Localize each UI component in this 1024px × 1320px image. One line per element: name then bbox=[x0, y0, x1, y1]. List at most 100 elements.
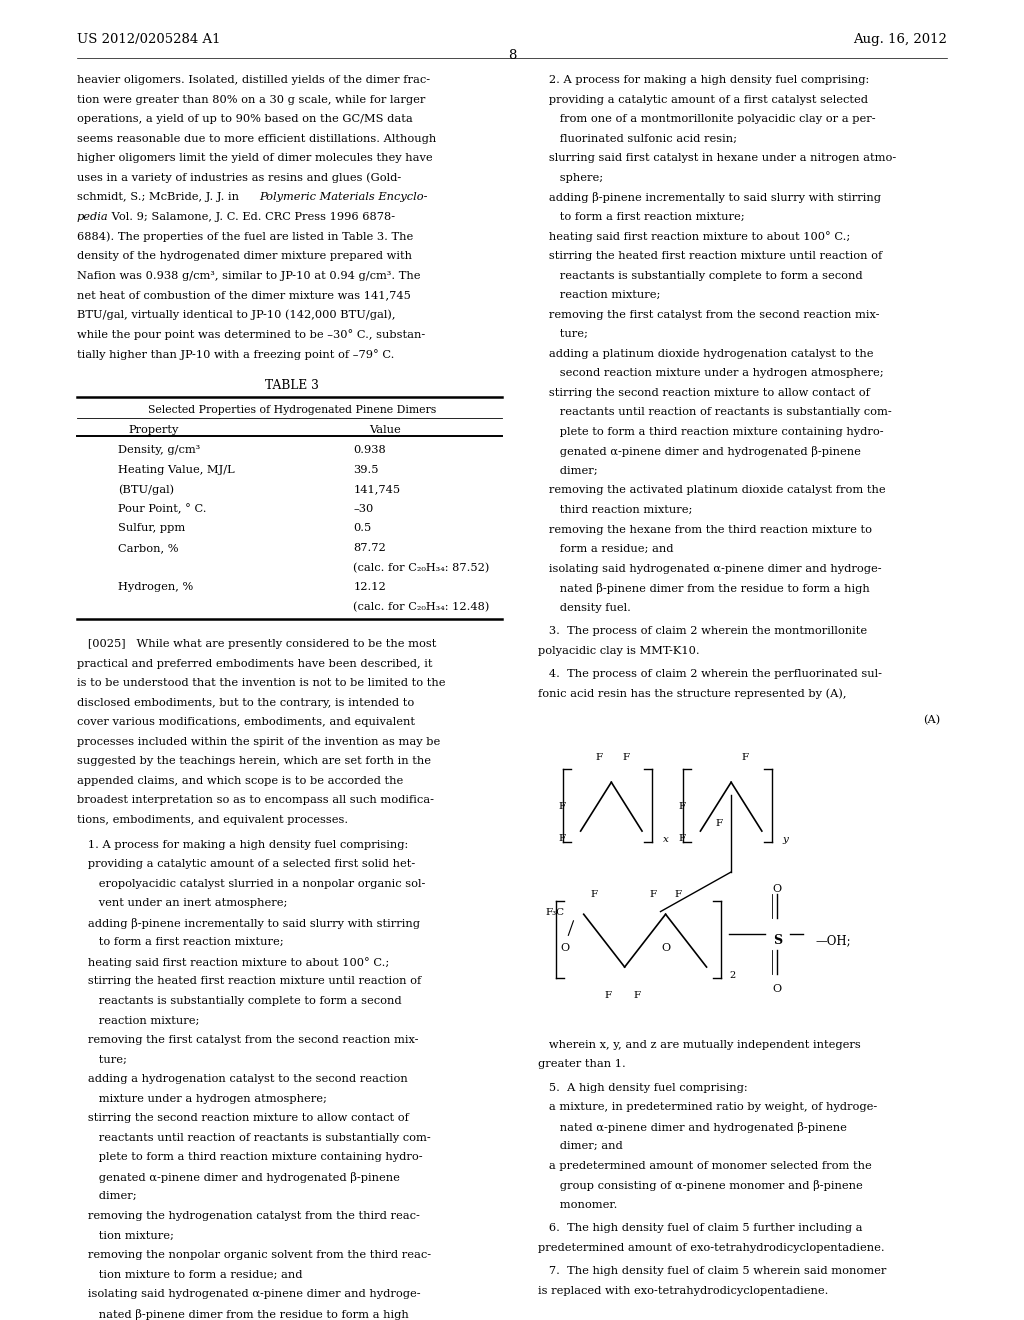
Text: higher oligomers limit the yield of dimer molecules they have: higher oligomers limit the yield of dime… bbox=[77, 153, 432, 164]
Text: to form a first reaction mixture;: to form a first reaction mixture; bbox=[77, 937, 284, 948]
Text: removing the first catalyst from the second reaction mix-: removing the first catalyst from the sec… bbox=[538, 310, 879, 319]
Text: suggested by the teachings herein, which are set forth in the: suggested by the teachings herein, which… bbox=[77, 756, 431, 767]
Text: Carbon, %: Carbon, % bbox=[118, 543, 178, 553]
Text: practical and preferred embodiments have been described, it: practical and preferred embodiments have… bbox=[77, 659, 432, 669]
Text: F: F bbox=[742, 754, 749, 762]
Text: reaction mixture;: reaction mixture; bbox=[77, 1015, 200, 1026]
Text: y: y bbox=[782, 836, 788, 843]
Text: reaction mixture;: reaction mixture; bbox=[538, 290, 660, 300]
Text: Sulfur, ppm: Sulfur, ppm bbox=[118, 524, 185, 533]
Text: F: F bbox=[716, 820, 722, 828]
Text: eropolyacidic catalyst slurried in a nonpolar organic sol-: eropolyacidic catalyst slurried in a non… bbox=[77, 879, 425, 888]
Text: stirring the second reaction mixture to allow contact of: stirring the second reaction mixture to … bbox=[77, 1113, 409, 1123]
Text: dimer;: dimer; bbox=[77, 1192, 136, 1201]
Text: ture;: ture; bbox=[77, 1055, 127, 1065]
Text: Vol. 9; Salamone, J. C. Ed. CRC Press 1996 6878-: Vol. 9; Salamone, J. C. Ed. CRC Press 19… bbox=[108, 213, 394, 222]
Text: heating said first reaction mixture to about 100° C.;: heating said first reaction mixture to a… bbox=[77, 957, 389, 968]
Text: 39.5: 39.5 bbox=[353, 465, 379, 475]
Text: O: O bbox=[773, 985, 781, 994]
Text: is replaced with exo-tetrahydrodicyclopentadiene.: is replaced with exo-tetrahydrodicyclope… bbox=[538, 1286, 828, 1296]
Text: Polymeric Materials Encyclo-: Polymeric Materials Encyclo- bbox=[259, 193, 428, 202]
Text: BTU/gal, virtually identical to JP-10 (142,000 BTU/gal),: BTU/gal, virtually identical to JP-10 (1… bbox=[77, 310, 395, 321]
Text: while the pour point was determined to be –30° C., substan-: while the pour point was determined to b… bbox=[77, 329, 425, 341]
Text: adding β-pinene incrementally to said slurry with stirring: adding β-pinene incrementally to said sl… bbox=[538, 193, 881, 203]
Text: heating said first reaction mixture to about 100° C.;: heating said first reaction mixture to a… bbox=[538, 231, 850, 243]
Text: dimer; and: dimer; and bbox=[538, 1142, 623, 1151]
Text: 6.  The high density fuel of claim 5 further including a: 6. The high density fuel of claim 5 furt… bbox=[538, 1224, 862, 1233]
Text: seems reasonable due to more efficient distillations. Although: seems reasonable due to more efficient d… bbox=[77, 133, 436, 144]
Text: schmidt, S.; McBride, J. J. in: schmidt, S.; McBride, J. J. in bbox=[77, 193, 243, 202]
Text: stirring the second reaction mixture to allow contact of: stirring the second reaction mixture to … bbox=[538, 388, 869, 397]
Text: F₃C: F₃C bbox=[546, 908, 564, 916]
Text: predetermined amount of exo-tetrahydrodicyclopentadiene.: predetermined amount of exo-tetrahydrodi… bbox=[538, 1243, 885, 1253]
Text: stirring the heated first reaction mixture until reaction of: stirring the heated first reaction mixtu… bbox=[77, 977, 421, 986]
Text: 1. A process for making a high density fuel comprising:: 1. A process for making a high density f… bbox=[77, 840, 408, 850]
Text: Density, g/cm³: Density, g/cm³ bbox=[118, 445, 200, 455]
Text: x: x bbox=[663, 836, 669, 843]
Text: disclosed embodiments, but to the contrary, is intended to: disclosed embodiments, but to the contra… bbox=[77, 698, 414, 708]
Text: providing a catalytic amount of a first catalyst selected: providing a catalytic amount of a first … bbox=[538, 95, 867, 104]
Text: fluorinated sulfonic acid resin;: fluorinated sulfonic acid resin; bbox=[538, 133, 736, 144]
Text: sphere;: sphere; bbox=[538, 173, 603, 183]
Text: Selected Properties of Hydrogenated Pinene Dimers: Selected Properties of Hydrogenated Pine… bbox=[147, 405, 436, 416]
Text: genated α-pinene dimer and hydrogenated β-pinene: genated α-pinene dimer and hydrogenated … bbox=[538, 446, 860, 458]
Text: (BTU/gal): (BTU/gal) bbox=[118, 484, 174, 495]
Text: plete to form a third reaction mixture containing hydro-: plete to form a third reaction mixture c… bbox=[538, 426, 884, 437]
Text: 141,745: 141,745 bbox=[353, 484, 400, 494]
Text: F: F bbox=[675, 891, 681, 899]
Text: tion mixture to form a residue; and: tion mixture to form a residue; and bbox=[77, 1270, 302, 1279]
Text: isolating said hydrogenated α-pinene dimer and hydroge-: isolating said hydrogenated α-pinene dim… bbox=[538, 564, 882, 574]
Text: ture;: ture; bbox=[538, 329, 588, 339]
Text: removing the hexane from the third reaction mixture to: removing the hexane from the third react… bbox=[538, 524, 871, 535]
Text: providing a catalytic amount of a selected first solid het-: providing a catalytic amount of a select… bbox=[77, 859, 415, 870]
Text: 6884). The properties of the fuel are listed in Table 3. The: 6884). The properties of the fuel are li… bbox=[77, 231, 413, 242]
Text: 3.  The process of claim 2 wherein the montmorillonite: 3. The process of claim 2 wherein the mo… bbox=[538, 626, 866, 636]
Text: reactants is substantially complete to form a second: reactants is substantially complete to f… bbox=[77, 997, 401, 1006]
Text: 0.938: 0.938 bbox=[353, 445, 386, 455]
Text: 7.  The high density fuel of claim 5 wherein said monomer: 7. The high density fuel of claim 5 wher… bbox=[538, 1266, 886, 1276]
Text: Heating Value, MJ/L: Heating Value, MJ/L bbox=[118, 465, 234, 475]
Text: Value: Value bbox=[369, 425, 400, 434]
Text: to form a first reaction mixture;: to form a first reaction mixture; bbox=[538, 213, 744, 222]
Text: monomer.: monomer. bbox=[538, 1200, 617, 1210]
Text: form a residue; and: form a residue; and bbox=[538, 544, 673, 554]
Text: broadest interpretation so as to encompass all such modifica-: broadest interpretation so as to encompa… bbox=[77, 796, 434, 805]
Text: tion mixture;: tion mixture; bbox=[77, 1230, 174, 1241]
Text: removing the activated platinum dioxide catalyst from the: removing the activated platinum dioxide … bbox=[538, 486, 885, 495]
Text: nated β-pinene dimer from the residue to form a high: nated β-pinene dimer from the residue to… bbox=[77, 1308, 409, 1320]
Text: O: O bbox=[662, 944, 670, 953]
Text: O: O bbox=[561, 944, 569, 953]
Text: plete to form a third reaction mixture containing hydro-: plete to form a third reaction mixture c… bbox=[77, 1152, 423, 1163]
Text: operations, a yield of up to 90% based on the GC/MS data: operations, a yield of up to 90% based o… bbox=[77, 115, 413, 124]
Text: removing the nonpolar organic solvent from the third reac-: removing the nonpolar organic solvent fr… bbox=[77, 1250, 431, 1261]
Text: 0.5: 0.5 bbox=[353, 524, 372, 533]
Text: 5.  A high density fuel comprising:: 5. A high density fuel comprising: bbox=[538, 1082, 748, 1093]
Text: stirring the heated first reaction mixture until reaction of: stirring the heated first reaction mixtu… bbox=[538, 251, 882, 261]
Text: (calc. for C₂₀H₃₄: 12.48): (calc. for C₂₀H₃₄: 12.48) bbox=[353, 602, 489, 612]
Text: from one of a montmorillonite polyacidic clay or a per-: from one of a montmorillonite polyacidic… bbox=[538, 115, 876, 124]
Text: is to be understood that the invention is not to be limited to the: is to be understood that the invention i… bbox=[77, 678, 445, 688]
Text: F: F bbox=[559, 803, 565, 810]
Text: reactants until reaction of reactants is substantially com-: reactants until reaction of reactants is… bbox=[538, 408, 891, 417]
Text: pedia: pedia bbox=[77, 213, 109, 222]
Text: F: F bbox=[605, 991, 611, 999]
Text: F: F bbox=[559, 834, 565, 842]
Text: genated α-pinene dimer and hydrogenated β-pinene: genated α-pinene dimer and hydrogenated … bbox=[77, 1172, 399, 1183]
Text: 8: 8 bbox=[508, 49, 516, 62]
Text: F: F bbox=[650, 891, 656, 899]
Text: F: F bbox=[596, 754, 602, 762]
Text: adding a hydrogenation catalyst to the second reaction: adding a hydrogenation catalyst to the s… bbox=[77, 1074, 408, 1084]
Text: slurring said first catalyst in hexane under a nitrogen atmo-: slurring said first catalyst in hexane u… bbox=[538, 153, 896, 164]
Text: –30: –30 bbox=[353, 504, 374, 513]
Text: F: F bbox=[591, 891, 597, 899]
Text: S: S bbox=[773, 935, 781, 946]
Text: a predetermined amount of monomer selected from the: a predetermined amount of monomer select… bbox=[538, 1160, 871, 1171]
Text: heavier oligomers. Isolated, distilled yields of the dimer frac-: heavier oligomers. Isolated, distilled y… bbox=[77, 75, 430, 86]
Text: appended claims, and which scope is to be accorded the: appended claims, and which scope is to b… bbox=[77, 776, 403, 785]
Text: wherein x, y, and z are mutually independent integers: wherein x, y, and z are mutually indepen… bbox=[538, 1040, 860, 1049]
Text: 12.12: 12.12 bbox=[353, 582, 386, 591]
Text: fonic acid resin has the structure represented by (A),: fonic acid resin has the structure repre… bbox=[538, 689, 846, 700]
Text: O: O bbox=[773, 884, 781, 894]
Text: mixture under a hydrogen atmosphere;: mixture under a hydrogen atmosphere; bbox=[77, 1094, 327, 1104]
Text: adding a platinum dioxide hydrogenation catalyst to the: adding a platinum dioxide hydrogenation … bbox=[538, 348, 873, 359]
